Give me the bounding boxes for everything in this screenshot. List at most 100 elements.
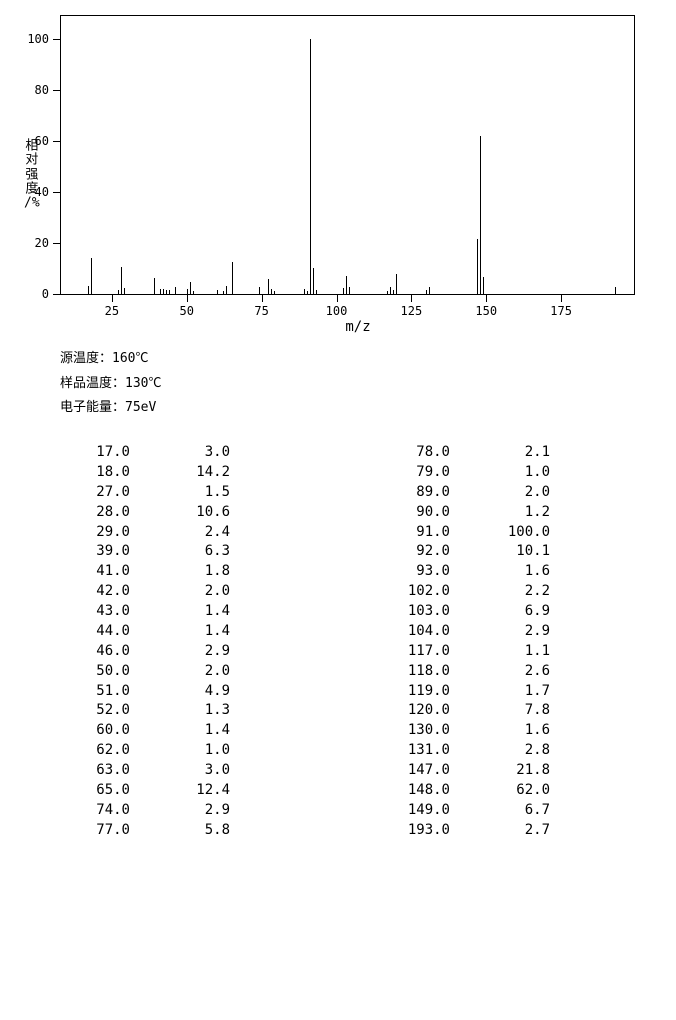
table-mz-cell: 118.0 bbox=[340, 662, 450, 682]
metadata-block: 源温度：160℃ 样品温度：130℃ 电子能量：75eV bbox=[60, 347, 656, 421]
table-mz-cell: 130.0 bbox=[340, 721, 450, 741]
spectrum-peak bbox=[169, 290, 170, 294]
data-table: 17.0 18.0 27.0 28.0 29.0 39.0 41.0 42.0 … bbox=[20, 443, 656, 841]
spectrum-peak bbox=[259, 287, 260, 294]
table-mz-col: 17.0 18.0 27.0 28.0 29.0 39.0 41.0 42.0 … bbox=[20, 443, 130, 841]
x-tick bbox=[187, 294, 188, 302]
table-mz-cell: 102.0 bbox=[340, 582, 450, 602]
table-mz-cell: 41.0 bbox=[20, 562, 130, 582]
table-int-cell: 1.3 bbox=[130, 701, 230, 721]
spectrum-peak bbox=[390, 287, 391, 294]
y-tick-label: 20 bbox=[35, 236, 49, 250]
table-int-cell: 100.0 bbox=[450, 523, 550, 543]
table-mz-cell: 28.0 bbox=[20, 503, 130, 523]
electron-energy-label: 电子能量： bbox=[60, 400, 125, 415]
table-int-col: 3.0 14.2 1.5 10.6 2.4 6.3 1.8 2.0 1.4 1.… bbox=[130, 443, 230, 841]
spectrum-peak bbox=[217, 290, 218, 294]
spectrum-peak bbox=[226, 286, 227, 294]
table-mz-cell: 119.0 bbox=[340, 682, 450, 702]
data-table-right: 78.0 79.0 89.0 90.0 91.0 92.0 93.0 102.0… bbox=[340, 443, 550, 841]
table-mz-cell: 27.0 bbox=[20, 483, 130, 503]
table-int-cell: 2.9 bbox=[450, 622, 550, 642]
x-tick-label: 175 bbox=[550, 304, 572, 318]
x-tick bbox=[411, 294, 412, 302]
spectrum-peak bbox=[118, 290, 119, 294]
table-int-cell: 1.2 bbox=[450, 503, 550, 523]
x-tick bbox=[486, 294, 487, 302]
spectrum-peak bbox=[187, 289, 188, 294]
y-ticks: 020406080100 bbox=[53, 16, 61, 294]
table-mz-cell: 149.0 bbox=[340, 801, 450, 821]
table-int-cell: 1.4 bbox=[130, 602, 230, 622]
spectrum-peak bbox=[310, 39, 311, 294]
spectrum-peak bbox=[160, 289, 161, 294]
y-tick-label: 100 bbox=[27, 32, 49, 46]
table-mz-cell: 39.0 bbox=[20, 542, 130, 562]
table-int-cell: 1.0 bbox=[130, 741, 230, 761]
y-axis-label: 相对强度/% bbox=[24, 139, 40, 210]
spectrum-peak bbox=[193, 291, 194, 294]
source-temp-row: 源温度：160℃ bbox=[60, 347, 656, 372]
table-mz-cell: 52.0 bbox=[20, 701, 130, 721]
y-tick-label: 40 bbox=[35, 185, 49, 199]
spectrum-peak bbox=[349, 287, 350, 294]
plot-area: 020406080100 255075100125150175 bbox=[60, 15, 635, 295]
table-mz-cell: 147.0 bbox=[340, 761, 450, 781]
spectrum-peak bbox=[615, 287, 616, 294]
table-int-cell: 2.9 bbox=[130, 642, 230, 662]
y-axis-label-char: 对 bbox=[25, 154, 38, 168]
y-axis-label-char: 强 bbox=[25, 168, 38, 182]
table-int-cell: 1.6 bbox=[450, 562, 550, 582]
spectrum-peak bbox=[316, 290, 317, 294]
y-tick-label: 80 bbox=[35, 83, 49, 97]
table-int-cell: 3.0 bbox=[130, 761, 230, 781]
spectrum-peak bbox=[343, 288, 344, 294]
table-int-cell: 6.7 bbox=[450, 801, 550, 821]
spectrum-peak bbox=[163, 289, 164, 294]
table-mz-cell: 78.0 bbox=[340, 443, 450, 463]
data-table-left: 17.0 18.0 27.0 28.0 29.0 39.0 41.0 42.0 … bbox=[20, 443, 230, 841]
table-int-cell: 2.0 bbox=[450, 483, 550, 503]
table-int-cell: 3.0 bbox=[130, 443, 230, 463]
mass-spectrum-chart: 相对强度/% 020406080100 255075100125150175 m… bbox=[60, 15, 656, 335]
table-int-cell: 1.0 bbox=[450, 463, 550, 483]
x-tick bbox=[112, 294, 113, 302]
spectrum-peak bbox=[271, 289, 272, 294]
spectrum-peak bbox=[154, 278, 155, 294]
table-int-cell: 1.4 bbox=[130, 622, 230, 642]
table-int-cell: 1.7 bbox=[450, 682, 550, 702]
table-mz-cell: 74.0 bbox=[20, 801, 130, 821]
electron-energy-row: 电子能量：75eV bbox=[60, 396, 656, 421]
table-int-cell: 1.6 bbox=[450, 721, 550, 741]
table-int-col: 2.1 1.0 2.0 1.2 100.0 10.1 1.6 2.2 6.9 2… bbox=[450, 443, 550, 841]
table-int-cell: 2.7 bbox=[450, 821, 550, 841]
table-mz-cell: 50.0 bbox=[20, 662, 130, 682]
table-int-cell: 2.9 bbox=[130, 801, 230, 821]
table-int-cell: 21.8 bbox=[450, 761, 550, 781]
table-mz-cell: 117.0 bbox=[340, 642, 450, 662]
spectrum-peak bbox=[175, 287, 176, 294]
table-mz-cell: 65.0 bbox=[20, 781, 130, 801]
y-tick bbox=[53, 243, 61, 244]
table-mz-col: 78.0 79.0 89.0 90.0 91.0 92.0 93.0 102.0… bbox=[340, 443, 450, 841]
spectrum-peak bbox=[232, 262, 233, 294]
y-tick-label: 60 bbox=[35, 134, 49, 148]
table-int-cell: 6.9 bbox=[450, 602, 550, 622]
spectrum-peak bbox=[304, 289, 305, 294]
table-mz-cell: 103.0 bbox=[340, 602, 450, 622]
table-mz-cell: 91.0 bbox=[340, 523, 450, 543]
electron-energy-value: 75eV bbox=[125, 400, 156, 415]
x-tick-label: 50 bbox=[180, 304, 194, 318]
table-mz-cell: 148.0 bbox=[340, 781, 450, 801]
x-axis-label: m/z bbox=[60, 319, 656, 335]
table-mz-cell: 17.0 bbox=[20, 443, 130, 463]
table-int-cell: 2.0 bbox=[130, 662, 230, 682]
table-mz-cell: 43.0 bbox=[20, 602, 130, 622]
table-int-cell: 6.3 bbox=[130, 542, 230, 562]
table-mz-cell: 46.0 bbox=[20, 642, 130, 662]
table-mz-cell: 29.0 bbox=[20, 523, 130, 543]
spectrum-peak bbox=[268, 279, 269, 294]
source-temp-label: 源温度： bbox=[60, 351, 112, 366]
table-mz-cell: 90.0 bbox=[340, 503, 450, 523]
spectrum-peak bbox=[426, 290, 427, 294]
